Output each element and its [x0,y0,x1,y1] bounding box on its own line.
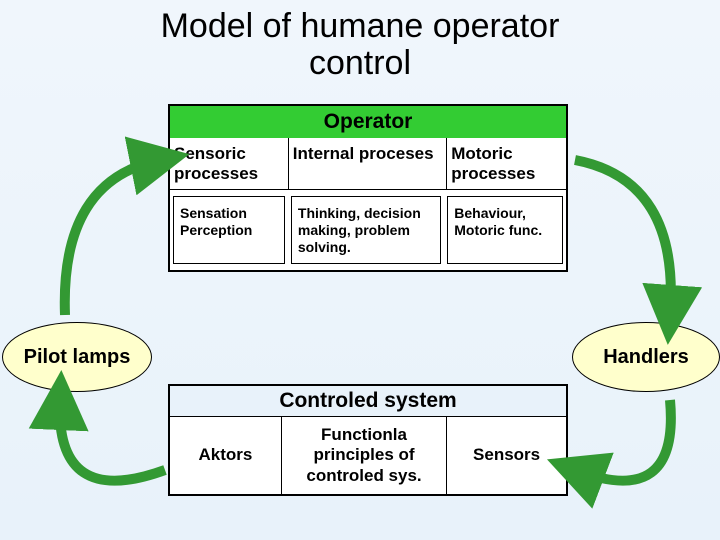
operator-row1: Sensoric processes Internal proceses Mot… [170,138,566,189]
op-thinking-cell: Thinking, decision making, problem solvi… [291,196,441,264]
controlled-header: Controled system [170,386,566,417]
page-title: Model of humane operator control [0,0,720,83]
operator-box: Operator Sensoric processes Internal pro… [168,104,568,272]
operator-row2: Sensation Perception Thinking, decision … [170,189,566,270]
pilot-lamps-node: Pilot lamps [2,322,152,392]
op-behaviour-cell: Behaviour, Motoric func. [447,196,563,264]
controlled-row: Aktors Functionla principles of controle… [170,417,566,494]
principles-cell: Functionla principles of controled sys. [281,417,447,494]
arrow-handlers-to-ctrl [575,400,671,481]
arrow-pilot-to-operator [65,160,160,315]
op-internal-label: Internal proceses [289,138,447,189]
aktors-cell: Aktors [170,437,281,473]
op-sensation-cell: Sensation Perception [173,196,285,264]
sensors-cell: Sensors [447,437,566,473]
controlled-box: Controled system Aktors Functionla princ… [168,384,568,496]
op-motoric-label: Motoric processes [447,138,566,189]
title-line1: Model of humane operator [161,7,560,45]
title-line2: control [309,44,411,82]
arrow-operator-to-handlers [575,160,671,315]
operator-header: Operator [170,106,566,138]
op-sensoric-label: Sensoric processes [170,138,289,189]
handlers-node: Handlers [572,322,720,392]
arrow-ctrl-to-pilot [60,400,165,481]
